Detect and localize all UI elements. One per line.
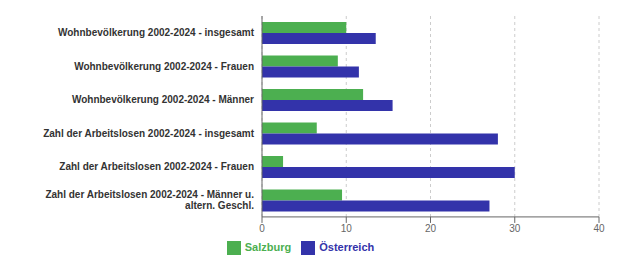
svg-text:20: 20 [425,223,437,234]
svg-text:10: 10 [341,223,353,234]
svg-text:Zahl der Arbeitslosen 2002-202: Zahl der Arbeitslosen 2002-2024 - Männer… [45,189,254,212]
svg-text:Wohnbevölkerung 2002-2024 - in: Wohnbevölkerung 2002-2024 - insgesamt [58,27,255,38]
svg-text:30: 30 [509,223,521,234]
svg-text:Wohnbevölkerung 2002-2024 - Fr: Wohnbevölkerung 2002-2024 - Frauen [74,61,254,72]
html-text:Salzburg: Salzburg [244,240,292,253]
svg-text:Wohnbevölkerung 2002-2024 - Mä: Wohnbevölkerung 2002-2024 - Männer [72,94,254,105]
html-text:Österreich: Österreich [319,240,375,253]
svg-text:40: 40 [593,223,605,234]
svg-text:Zahl der Arbeitslosen 2002-202: Zahl der Arbeitslosen 2002-2024 - insges… [43,128,254,139]
svg-text:Zahl der Arbeitslosen 2002-202: Zahl der Arbeitslosen 2002-2024 - Frauen [59,161,254,172]
svg-text:0: 0 [259,223,265,234]
